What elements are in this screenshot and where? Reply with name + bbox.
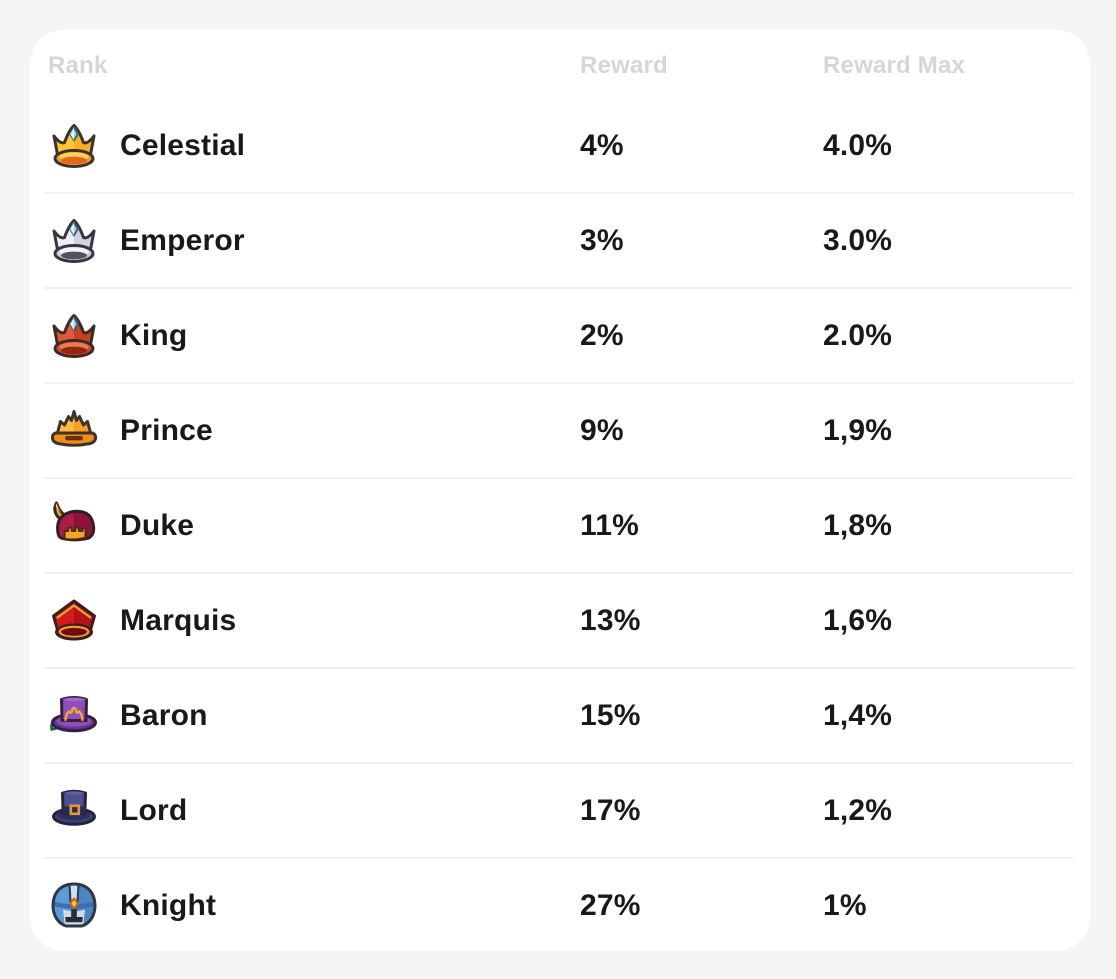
column-header-rank: Rank: [48, 52, 108, 79]
reward-max-value: 1,9%: [823, 413, 893, 447]
rank-rewards-card: Rank Reward Reward Max Celestial 4% 4.0%…: [30, 30, 1090, 951]
lord-hat-icon: [48, 785, 100, 837]
rank-label: Lord: [120, 793, 188, 827]
table-row: King 2% 2.0%: [44, 288, 1074, 384]
rank-cell: Baron: [48, 690, 580, 742]
rank-cell: Prince: [48, 405, 580, 457]
rank-label: Knight: [120, 888, 217, 922]
rank-label: Prince: [120, 413, 213, 447]
rank-cell: Knight: [48, 880, 580, 932]
table-row: Marquis 13% 1,6%: [44, 573, 1074, 669]
rank-label: Celestial: [120, 128, 246, 162]
table-header-row: Rank Reward Reward Max: [48, 30, 1070, 98]
celestial-crown-icon: [48, 120, 100, 172]
marquis-hat-icon: [48, 595, 100, 647]
rank-cell: Lord: [48, 785, 580, 837]
reward-value: 17%: [580, 793, 641, 827]
rank-cell: Celestial: [48, 120, 580, 172]
prince-crown-icon: [48, 405, 100, 457]
rank-cell: Duke: [48, 500, 580, 552]
reward-max-value: 1,4%: [823, 698, 893, 732]
column-header-reward-max: Reward Max: [823, 52, 966, 79]
reward-value: 13%: [580, 603, 641, 637]
rank-label: Duke: [120, 508, 195, 542]
rank-rewards-table: Rank Reward Reward Max Celestial 4% 4.0%…: [30, 30, 1090, 951]
reward-max-value: 1,6%: [823, 603, 893, 637]
rank-label: Emperor: [120, 223, 245, 257]
reward-value: 11%: [580, 508, 639, 542]
reward-max-value: 1,2%: [823, 793, 893, 827]
rank-cell: Marquis: [48, 595, 580, 647]
table-row: Knight 27% 1%: [48, 858, 1070, 953]
reward-max-value: 3.0%: [823, 223, 893, 257]
reward-value: 4%: [580, 128, 624, 162]
baron-hat-icon: [48, 690, 100, 742]
table-body: Celestial 4% 4.0% Emperor 3% 3.0% King 2…: [44, 98, 1074, 953]
table-row: Baron 15% 1,4%: [44, 668, 1074, 764]
table-row: Prince 9% 1,9%: [44, 383, 1074, 479]
reward-max-value: 1%: [823, 888, 867, 922]
table-row: Lord 17% 1,2%: [44, 763, 1074, 859]
rank-cell: Emperor: [48, 215, 580, 267]
knight-helmet-icon: [48, 880, 100, 932]
rank-label: King: [120, 318, 188, 352]
king-crown-icon: [48, 310, 100, 362]
reward-max-value: 4.0%: [823, 128, 893, 162]
reward-value: 15%: [580, 698, 641, 732]
reward-value: 2%: [580, 318, 624, 352]
table-row: Duke 11% 1,8%: [44, 478, 1074, 574]
reward-max-value: 2.0%: [823, 318, 893, 352]
table-row: Emperor 3% 3.0%: [44, 193, 1074, 289]
reward-value: 9%: [580, 413, 624, 447]
reward-max-value: 1,8%: [823, 508, 893, 542]
column-header-reward: Reward: [580, 52, 668, 79]
table-row: Celestial 4% 4.0%: [44, 98, 1074, 194]
rank-label: Marquis: [120, 603, 237, 637]
emperor-crown-icon: [48, 215, 100, 267]
reward-value: 3%: [580, 223, 624, 257]
rank-label: Baron: [120, 698, 208, 732]
reward-value: 27%: [580, 888, 641, 922]
duke-hat-icon: [48, 500, 100, 552]
rank-cell: King: [48, 310, 580, 362]
